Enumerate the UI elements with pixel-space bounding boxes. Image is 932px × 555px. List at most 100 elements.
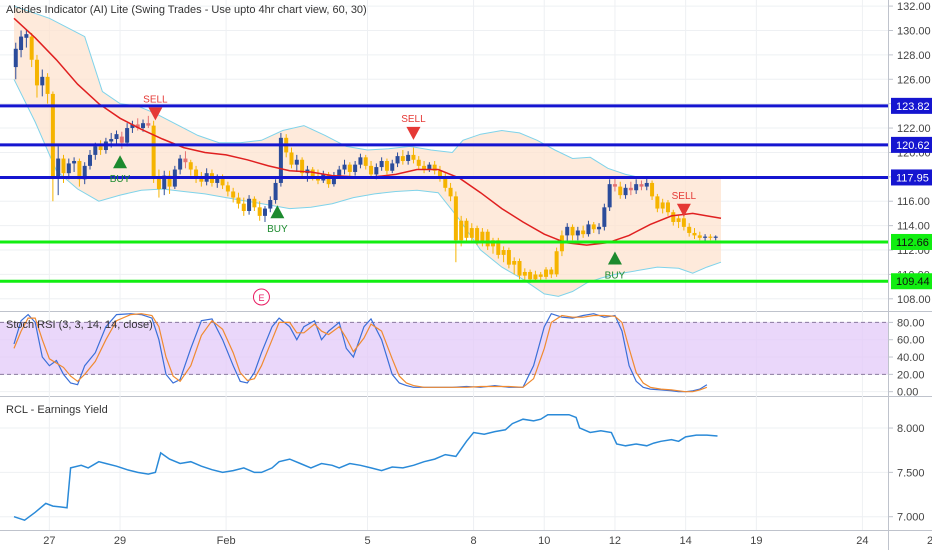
earnings-pane-title: RCL - Earnings Yield [6, 404, 108, 416]
candle-body [453, 196, 458, 241]
price-level-label: 120.62 [896, 140, 930, 152]
sell-marker [406, 126, 421, 140]
candle-body [597, 226, 602, 230]
x-tick-label: 26 [927, 535, 932, 547]
candle-body [252, 198, 257, 208]
candle-body [416, 159, 421, 166]
buy-marker [113, 155, 128, 169]
stoch-band [0, 322, 888, 375]
candle-body [432, 164, 437, 171]
earnings-yield-line [13, 413, 718, 522]
x-axis-labels: 27 29 Feb 5 8 10 12 14 19 24 26 [43, 535, 932, 547]
candle-body [353, 164, 358, 172]
candle-body [125, 128, 130, 143]
candle-body [231, 191, 236, 198]
signals: BUY SELL BUY SELL BUY SELL [110, 94, 697, 281]
y-tick-label: 112.00 [897, 245, 930, 257]
candle-body [533, 274, 538, 280]
candle-body [422, 165, 427, 170]
candle-body [151, 125, 156, 177]
candle-body [156, 176, 161, 190]
x-tick-label: 5 [364, 535, 370, 547]
candle-body [61, 158, 66, 174]
candle-body [501, 250, 506, 255]
candle-body [72, 160, 77, 164]
candle-body [77, 160, 82, 180]
candle-body [34, 59, 39, 86]
earnings-marker-icon [252, 288, 270, 306]
candle-body [623, 187, 628, 196]
candle-body [681, 218, 686, 227]
candle-body [390, 163, 395, 171]
candle-body [268, 200, 273, 209]
candle-body [570, 226, 575, 236]
candle-body [29, 36, 34, 60]
stoch-d-line [13, 313, 708, 393]
candle-body [236, 197, 241, 204]
y-tick-label: 114.00 [897, 221, 930, 233]
sell-marker [148, 107, 163, 121]
candle-body [528, 271, 533, 280]
earnings-marker-label: E [258, 293, 264, 303]
candle-body [278, 137, 283, 183]
candle-body [575, 230, 580, 236]
candle-body [544, 269, 549, 277]
vertical-grid [48, 0, 863, 530]
buy-label: BUY [267, 224, 288, 235]
candle-body [289, 152, 294, 165]
candle-body [506, 250, 511, 265]
candle-body [369, 165, 374, 175]
candle-body [639, 184, 644, 187]
candle-body [384, 160, 389, 171]
candle-body [88, 154, 93, 166]
band-lower-line [13, 79, 722, 297]
candle-body [660, 202, 665, 209]
candle-body [300, 159, 305, 174]
candle-body [464, 220, 469, 238]
candle-body [247, 198, 252, 211]
y-tick-label: 80.00 [897, 317, 925, 329]
candle-body [400, 156, 405, 161]
y-tick-label: 0.00 [897, 387, 918, 399]
candle-body [45, 76, 50, 94]
candle-body [194, 169, 199, 177]
candle-body [591, 224, 596, 230]
stoch-pane-title: Stoch RSI (3, 3, 14, 14, close) [6, 319, 153, 331]
candle-body [692, 232, 697, 236]
candle-body [538, 274, 543, 277]
price-level-tag [891, 169, 932, 186]
earnings_yield-y-axis: 7.000 7.500 8.000 [0, 423, 925, 524]
x-tick-label: 27 [43, 535, 55, 547]
candle-body [374, 167, 379, 175]
buy-marker [607, 251, 622, 265]
buy-label: BUY [605, 271, 626, 282]
x-tick-label: 29 [114, 535, 126, 547]
y-tick-label: 7.000 [897, 512, 925, 524]
candle-body [358, 157, 363, 165]
price-levels: 123.82 120.62 117.95 112.66 109.44 [0, 97, 932, 290]
candle-body [665, 202, 670, 213]
candle-body [119, 136, 124, 143]
price-level-label: 109.44 [896, 276, 930, 288]
candle-body [135, 124, 140, 129]
y-tick-label: 132.00 [897, 1, 931, 13]
candle-body [708, 236, 713, 238]
sell-label: SELL [143, 94, 168, 105]
candle-body [199, 176, 204, 182]
candle-body [612, 184, 617, 187]
x-tick-label: 19 [750, 535, 762, 547]
price-level-label: 123.82 [896, 101, 930, 113]
candle-body [554, 251, 559, 275]
candle-body [676, 218, 681, 222]
band-fill [14, 6, 721, 297]
y-tick-label: 126.00 [897, 74, 931, 86]
candle-body [586, 224, 591, 235]
candle-body [517, 260, 522, 276]
candle-body [40, 76, 45, 86]
candle-body [342, 164, 347, 170]
x-tick-label: 14 [680, 535, 692, 547]
candle-body [257, 207, 262, 216]
